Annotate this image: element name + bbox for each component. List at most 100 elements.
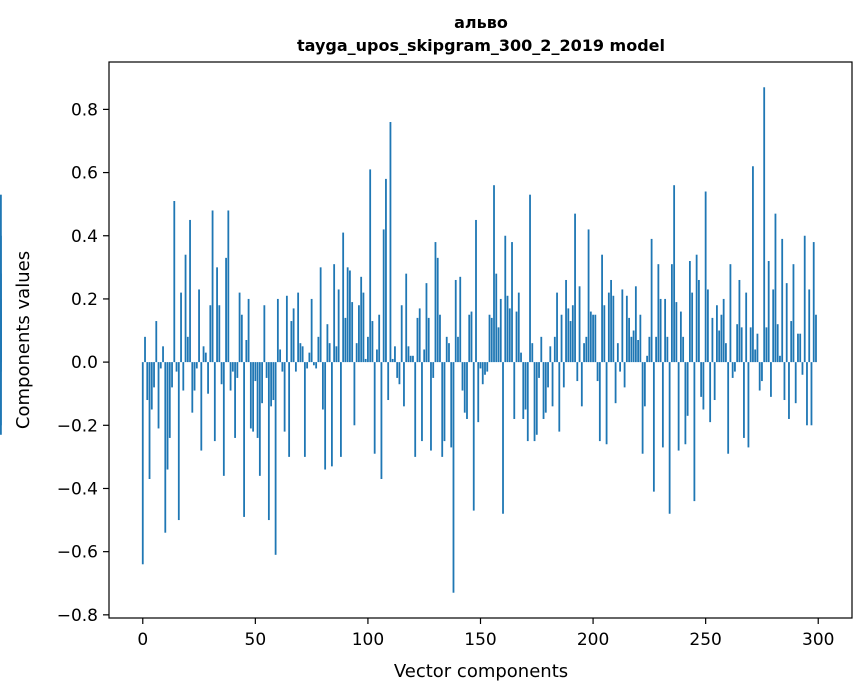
bar — [463, 362, 466, 413]
bar — [763, 87, 766, 363]
bar — [803, 235, 806, 363]
bar — [574, 213, 576, 363]
bar — [720, 314, 723, 363]
bar — [249, 362, 252, 429]
x-tick-label: 250 — [689, 630, 721, 650]
bar — [607, 292, 610, 363]
bar — [407, 346, 410, 363]
bar — [688, 261, 691, 363]
bar — [621, 289, 624, 363]
bar — [204, 352, 207, 363]
bar — [141, 362, 144, 565]
bar — [247, 298, 250, 363]
bar — [682, 336, 685, 363]
bar — [157, 362, 160, 429]
bar — [605, 362, 608, 445]
y-tick-label: 0.0 — [71, 353, 98, 373]
bar — [200, 362, 203, 451]
bar — [630, 336, 633, 363]
bar — [166, 362, 169, 470]
bar — [373, 362, 376, 454]
bar — [535, 362, 538, 435]
bar — [414, 362, 417, 457]
bar — [641, 362, 644, 454]
bar — [637, 340, 640, 363]
bar — [430, 362, 432, 451]
bar — [497, 327, 500, 363]
bar — [231, 362, 234, 372]
bar — [148, 362, 151, 479]
bar — [351, 302, 354, 363]
bar — [677, 362, 680, 451]
bar — [587, 229, 590, 363]
bar — [707, 289, 709, 363]
bar — [713, 362, 716, 401]
bar — [639, 314, 642, 363]
bar — [504, 235, 507, 363]
bar — [486, 362, 489, 372]
bar — [349, 270, 351, 363]
bar — [213, 362, 216, 442]
bar — [301, 346, 304, 363]
bar — [783, 362, 786, 401]
bar — [445, 336, 448, 363]
bar — [238, 292, 241, 363]
bar — [448, 343, 450, 363]
bar — [299, 343, 302, 363]
bar — [164, 362, 167, 533]
chart-subtitle: tayga_upos_skipgram_300_2_2019 model — [297, 36, 665, 55]
bar — [355, 343, 358, 363]
bar — [517, 292, 520, 363]
bar — [488, 314, 491, 363]
bar — [191, 362, 194, 413]
bar — [0, 273, 2, 363]
bar — [337, 289, 340, 363]
bar — [207, 362, 209, 394]
bar — [666, 336, 669, 363]
bar — [560, 314, 563, 363]
bar — [265, 362, 268, 378]
bar — [477, 362, 480, 423]
bar — [481, 362, 484, 385]
bar — [263, 305, 266, 363]
bar — [596, 362, 599, 382]
bar — [758, 362, 761, 391]
bar — [175, 362, 178, 372]
chart-title: альво — [454, 13, 508, 32]
bar — [711, 317, 714, 363]
bar — [542, 362, 545, 419]
bar — [788, 362, 790, 419]
bar — [661, 362, 664, 448]
bar — [526, 362, 529, 442]
bar — [634, 286, 637, 363]
bar — [229, 362, 232, 391]
bar — [159, 362, 162, 369]
bar — [702, 362, 705, 410]
y-axis-label: Components values — [13, 251, 34, 429]
bar — [670, 264, 673, 363]
bar — [209, 305, 212, 363]
bar — [387, 362, 390, 401]
bar — [171, 362, 173, 388]
bar — [643, 362, 646, 407]
bar — [189, 219, 191, 363]
bar — [792, 264, 795, 363]
bar — [502, 362, 504, 514]
bar — [258, 362, 261, 476]
bar — [423, 349, 426, 363]
bar — [321, 362, 324, 410]
bar — [765, 327, 768, 363]
bar — [234, 362, 236, 438]
bar — [216, 267, 218, 363]
bar — [776, 324, 779, 363]
bar — [722, 298, 725, 363]
bar — [616, 343, 619, 363]
bar — [272, 362, 275, 401]
bar — [340, 362, 342, 457]
bar — [279, 349, 282, 363]
bar — [470, 311, 473, 363]
bar — [333, 264, 336, 363]
bar — [659, 298, 662, 363]
y-tick-label: 0.6 — [71, 164, 98, 184]
